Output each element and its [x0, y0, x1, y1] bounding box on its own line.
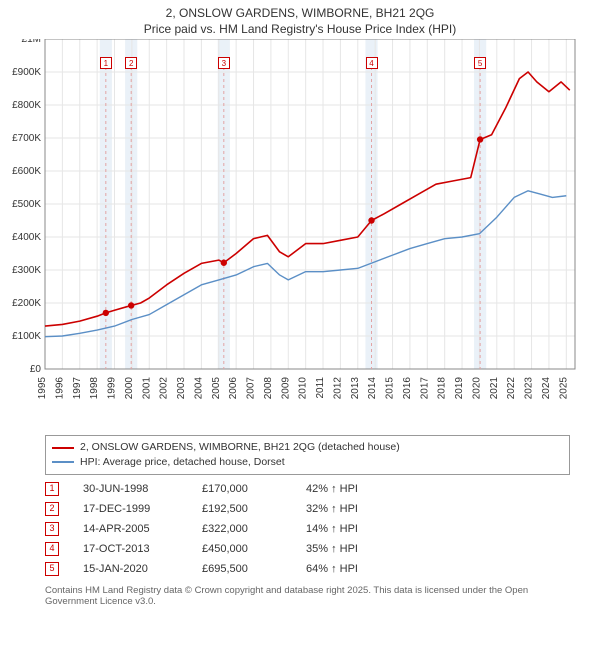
transaction-price: £192,500 — [202, 503, 282, 515]
svg-text:1996: 1996 — [54, 377, 65, 400]
legend-swatch-hpi — [52, 461, 74, 463]
svg-text:£300K: £300K — [12, 265, 41, 276]
transaction-row: 5 15-JAN-2020 £695,500 64% ↑ HPI — [45, 559, 570, 579]
chart-svg: £0 £100K £200K £300K £400K £500K £600K £700K £80… — [0, 39, 600, 429]
svg-text:2005: 2005 — [211, 377, 222, 400]
svg-text:£1M: £1M — [22, 39, 41, 45]
svg-text:2002: 2002 — [159, 377, 170, 400]
svg-text:£800K: £800K — [12, 100, 41, 111]
svg-text:1997: 1997 — [72, 377, 83, 400]
svg-text:2023: 2023 — [524, 377, 535, 400]
transaction-delta: 35% ↑ HPI — [306, 543, 396, 555]
transaction-date: 14-APR-2005 — [83, 523, 178, 535]
svg-text:£200K: £200K — [12, 298, 41, 309]
svg-text:2018: 2018 — [437, 377, 448, 400]
transaction-marker: 1 — [45, 482, 59, 496]
svg-text:1999: 1999 — [107, 377, 118, 400]
transaction-delta: 32% ↑ HPI — [306, 503, 396, 515]
transaction-row: 3 14-APR-2005 £322,000 14% ↑ HPI — [45, 519, 570, 539]
svg-text:2010: 2010 — [298, 377, 309, 400]
svg-text:£900K: £900K — [12, 67, 41, 78]
svg-text:2015: 2015 — [385, 377, 396, 400]
title-line-1: 2, ONSLOW GARDENS, WIMBORNE, BH21 2QG — [10, 6, 590, 22]
chart-title: 2, ONSLOW GARDENS, WIMBORNE, BH21 2QG Pr… — [0, 0, 600, 39]
svg-text:2016: 2016 — [402, 377, 413, 400]
transaction-price: £695,500 — [202, 563, 282, 575]
transaction-marker: 3 — [45, 522, 59, 536]
svg-text:1995: 1995 — [37, 377, 48, 400]
transaction-date: 30-JUN-1998 — [83, 483, 178, 495]
svg-text:£600K: £600K — [12, 166, 41, 177]
svg-text:£0: £0 — [30, 364, 42, 375]
svg-text:2000: 2000 — [124, 377, 135, 400]
transaction-date: 17-OCT-2013 — [83, 543, 178, 555]
transaction-delta: 14% ↑ HPI — [306, 523, 396, 535]
transaction-price: £170,000 — [202, 483, 282, 495]
legend: 2, ONSLOW GARDENS, WIMBORNE, BH21 2QG (d… — [45, 435, 570, 474]
transaction-price: £450,000 — [202, 543, 282, 555]
legend-swatch-subject — [52, 447, 74, 449]
svg-text:2024: 2024 — [541, 377, 552, 400]
svg-text:2011: 2011 — [315, 377, 326, 399]
svg-text:2019: 2019 — [454, 377, 465, 400]
svg-text:£700K: £700K — [12, 133, 41, 144]
svg-text:2012: 2012 — [332, 377, 343, 400]
svg-text:£500K: £500K — [12, 199, 41, 210]
transaction-marker: 2 — [45, 502, 59, 516]
svg-text:2003: 2003 — [176, 377, 187, 400]
title-line-2: Price paid vs. HM Land Registry's House … — [10, 22, 590, 38]
svg-text:2006: 2006 — [228, 377, 239, 400]
transaction-date: 15-JAN-2020 — [83, 563, 178, 575]
transaction-row: 1 30-JUN-1998 £170,000 42% ↑ HPI — [45, 479, 570, 499]
svg-text:1998: 1998 — [89, 377, 100, 400]
transactions-table: 1 30-JUN-1998 £170,000 42% ↑ HPI 2 17-DEC-199… — [45, 479, 570, 579]
svg-text:£100K: £100K — [12, 331, 41, 342]
transaction-date: 17-DEC-1999 — [83, 503, 178, 515]
svg-text:2007: 2007 — [246, 377, 257, 400]
svg-text:2013: 2013 — [350, 377, 361, 400]
legend-label-subject: 2, ONSLOW GARDENS, WIMBORNE, BH21 2QG (d… — [80, 440, 400, 455]
legend-label-hpi: HPI: Average price, detached house, Dors… — [80, 455, 285, 470]
transaction-delta: 64% ↑ HPI — [306, 563, 396, 575]
transaction-marker: 4 — [45, 542, 59, 556]
svg-text:2017: 2017 — [419, 377, 430, 400]
transaction-row: 2 17-DEC-1999 £192,500 32% ↑ HPI — [45, 499, 570, 519]
svg-text:£400K: £400K — [12, 232, 41, 243]
svg-text:2014: 2014 — [367, 377, 378, 400]
svg-text:2021: 2021 — [489, 377, 500, 400]
svg-text:2009: 2009 — [280, 377, 291, 400]
chart-area: £0 £100K £200K £300K £400K £500K £600K £700K £80… — [0, 39, 600, 429]
svg-text:2001: 2001 — [141, 377, 152, 400]
svg-text:2022: 2022 — [506, 377, 517, 400]
svg-text:2004: 2004 — [193, 377, 204, 400]
footer-note: Contains HM Land Registry data © Crown c… — [45, 585, 570, 609]
legend-row-hpi: HPI: Average price, detached house, Dors… — [52, 455, 563, 470]
transaction-delta: 42% ↑ HPI — [306, 483, 396, 495]
svg-text:2025: 2025 — [558, 377, 569, 400]
transaction-price: £322,000 — [202, 523, 282, 535]
svg-text:2008: 2008 — [263, 377, 274, 400]
svg-text:2020: 2020 — [471, 377, 482, 400]
legend-row-subject: 2, ONSLOW GARDENS, WIMBORNE, BH21 2QG (d… — [52, 440, 563, 455]
transaction-marker: 5 — [45, 562, 59, 576]
transaction-row: 4 17-OCT-2013 £450,000 35% ↑ HPI — [45, 539, 570, 559]
